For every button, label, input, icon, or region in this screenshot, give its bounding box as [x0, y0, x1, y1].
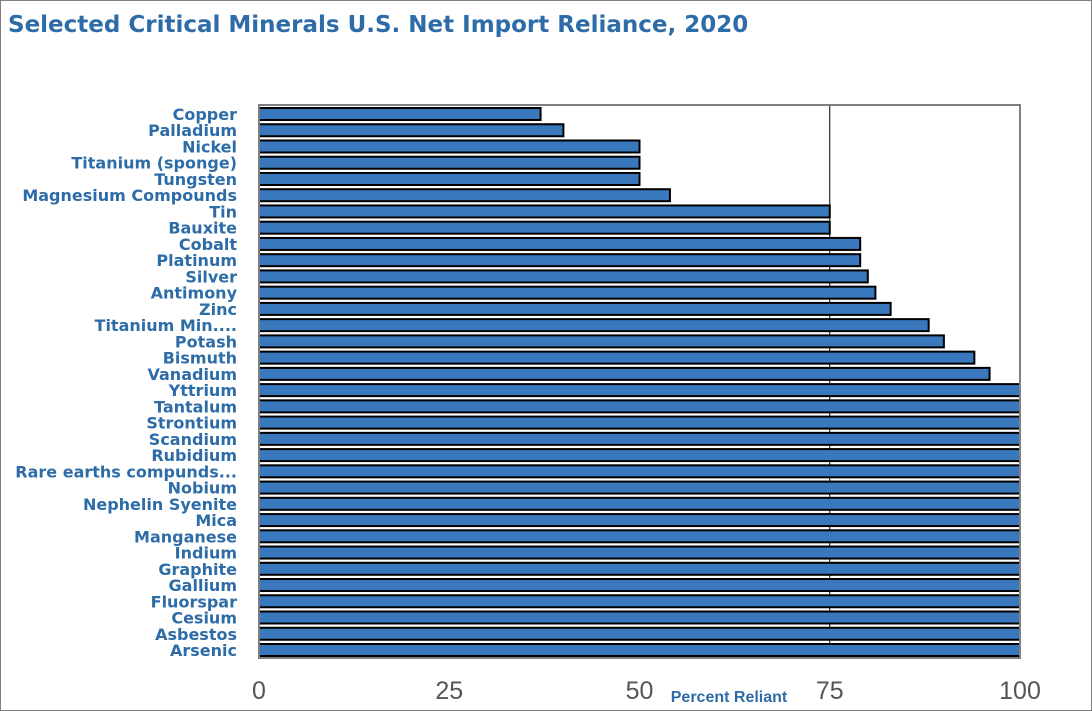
- category-label: Palladium: [148, 121, 237, 140]
- category-label: Indium: [175, 544, 237, 563]
- category-label: Gallium: [169, 576, 237, 595]
- category-label: Bismuth: [163, 349, 237, 368]
- bar: [258, 448, 1021, 463]
- bar: [258, 415, 1021, 430]
- bar: [258, 155, 641, 170]
- bar: [258, 220, 831, 235]
- category-label: Fluorspar: [151, 592, 237, 611]
- category-label: Rare earths compunds...: [15, 462, 237, 481]
- category-label: Tantalum: [154, 397, 237, 416]
- bar: [258, 253, 862, 268]
- bar: [258, 464, 1021, 479]
- bar: [258, 480, 1021, 495]
- category-label: Vanadium: [148, 365, 238, 384]
- bar: [258, 431, 1021, 446]
- category-label: Graphite: [158, 560, 237, 579]
- bar: [258, 269, 869, 284]
- bar: [258, 610, 1021, 625]
- bar: [258, 383, 1021, 398]
- x-tick-label: 75: [816, 677, 844, 705]
- bar: [258, 139, 641, 154]
- bar: [258, 123, 565, 138]
- category-label: Scandium: [149, 430, 237, 449]
- category-label: Tin: [209, 202, 237, 221]
- category-label: Asbestos: [155, 625, 237, 644]
- bar: [258, 366, 991, 381]
- bar: [258, 626, 1021, 641]
- category-label: Strontium: [146, 414, 237, 433]
- bar: [258, 496, 1021, 511]
- category-label: Cesium: [171, 609, 237, 628]
- category-label: Titanium (sponge): [71, 154, 237, 173]
- bar: [258, 561, 1021, 576]
- bar: [258, 545, 1021, 560]
- bar: [258, 350, 976, 365]
- category-label: Titanium Min....: [95, 316, 237, 335]
- category-label: Zinc: [199, 300, 237, 319]
- bar: [258, 594, 1021, 609]
- x-tick-labels: 0 25 50 75 100: [252, 677, 1041, 705]
- bar: [258, 236, 862, 251]
- category-label: Silver: [185, 267, 237, 286]
- bar: [258, 334, 945, 349]
- category-label: Rubidium: [151, 446, 237, 465]
- bar: [258, 107, 542, 121]
- category-label: Antimony: [151, 284, 238, 303]
- bar: [258, 204, 831, 219]
- category-label: Copper: [173, 105, 237, 124]
- category-label: Yttrium: [168, 381, 237, 400]
- bars: [258, 107, 1021, 657]
- bar: [258, 643, 1021, 657]
- bar: [258, 513, 1021, 528]
- x-tick-label: 100: [999, 677, 1041, 705]
- category-label: Mica: [195, 511, 237, 530]
- category-label: Tungsten: [154, 170, 237, 189]
- bar: [258, 171, 641, 186]
- bar: [258, 529, 1021, 544]
- category-label: Nickel: [182, 137, 237, 156]
- bar: [258, 301, 892, 316]
- bar: [258, 578, 1021, 593]
- category-label: Bauxite: [168, 219, 237, 238]
- x-tick-label: 25: [435, 677, 463, 705]
- category-label: Arsenic: [170, 641, 237, 660]
- category-label: Platinum: [156, 251, 237, 270]
- category-label: Nephelin Syenite: [83, 495, 237, 514]
- plot-area-border: [258, 104, 1021, 659]
- chart-title: Selected Critical Minerals U.S. Net Impo…: [8, 12, 749, 38]
- category-label: Potash: [175, 332, 237, 351]
- category-label: Magnesium Compounds: [22, 186, 237, 205]
- category-label: Manganese: [134, 527, 237, 546]
- x-tick-label: 0: [252, 677, 266, 705]
- x-axis-label: Percent Reliant: [671, 689, 788, 706]
- category-label: Nobium: [168, 479, 237, 498]
- category-label: Cobalt: [179, 235, 237, 254]
- x-tick-label: 50: [626, 677, 654, 705]
- bar: [258, 285, 877, 300]
- bar: [258, 188, 671, 203]
- bar: [258, 318, 930, 333]
- bar: [258, 399, 1021, 414]
